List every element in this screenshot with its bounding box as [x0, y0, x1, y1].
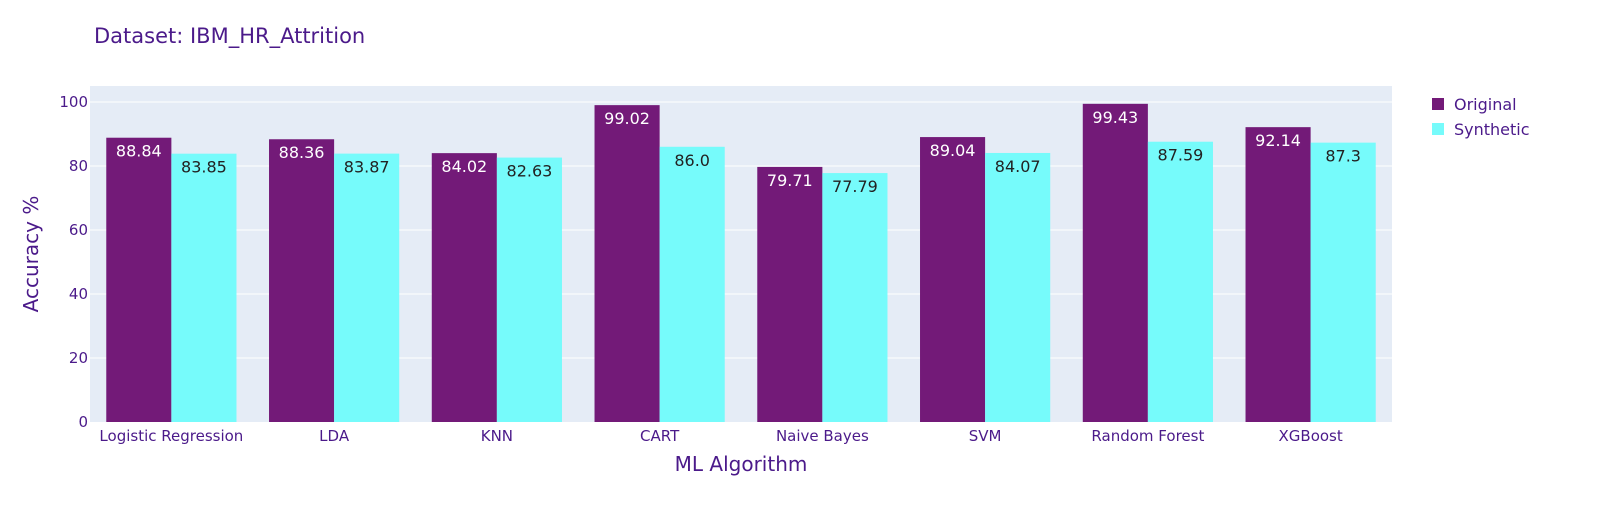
- bar-labels: 88.84 83.85 88.36 83.87 84.02 82.63 99.02 86.0 7…: [116, 108, 1361, 196]
- x-tick-label: XGBoost: [1279, 427, 1343, 445]
- y-axis-ticks: 0 20 40 60 80 100: [59, 93, 88, 431]
- bars: [106, 103, 1376, 423]
- bar-synthetic: [171, 153, 237, 422]
- legend-swatch-synthetic: [1432, 123, 1444, 135]
- y-tick-label: 0: [78, 413, 88, 431]
- bar-value-label: 83.85: [181, 158, 227, 177]
- bar-original: [920, 137, 986, 422]
- bar-original: [106, 137, 172, 422]
- bar-synthetic: [659, 146, 725, 423]
- bar-original: [757, 166, 823, 422]
- x-tick-label: Logistic Regression: [99, 427, 243, 445]
- y-axis-title: Accuracy %: [19, 196, 43, 313]
- x-axis-title: ML Algorithm: [675, 452, 808, 476]
- y-tick-label: 40: [69, 285, 88, 303]
- bar-value-label: 79.71: [767, 171, 813, 190]
- bar-value-label: 99.43: [1092, 108, 1138, 127]
- bar-original: [1082, 103, 1148, 422]
- bar-original: [594, 105, 660, 423]
- x-tick-label: SVM: [969, 427, 1002, 445]
- bar-synthetic: [822, 173, 888, 422]
- bar-value-label: 84.02: [441, 157, 487, 176]
- legend: Original Synthetic: [1432, 95, 1530, 139]
- bar-synthetic: [1147, 141, 1213, 422]
- x-tick-label: LDA: [319, 427, 350, 445]
- y-tick-label: 100: [59, 93, 88, 111]
- bar-original: [269, 139, 335, 423]
- bar-value-label: 82.63: [507, 162, 553, 181]
- bar-synthetic: [496, 157, 562, 423]
- bar-value-label: 83.87: [344, 158, 390, 177]
- x-tick-label: CART: [640, 427, 680, 445]
- bar-value-label: 92.14: [1255, 131, 1301, 150]
- bar-synthetic: [334, 153, 400, 422]
- bar-value-label: 88.84: [116, 142, 162, 161]
- bar-synthetic: [985, 152, 1051, 422]
- bar-value-label: 86.0: [674, 151, 710, 170]
- legend-label-synthetic: Synthetic: [1454, 120, 1530, 139]
- bar-original: [1245, 127, 1311, 422]
- y-tick-label: 60: [69, 221, 88, 239]
- chart-title: Dataset: IBM_HR_Attrition: [94, 24, 365, 49]
- bar-value-label: 88.36: [279, 143, 325, 162]
- x-tick-label: Naive Bayes: [776, 427, 869, 445]
- bar-original: [431, 153, 497, 423]
- bar-value-label: 77.79: [832, 177, 878, 196]
- y-tick-label: 80: [69, 157, 88, 175]
- bar-value-label: 99.02: [604, 109, 650, 128]
- bar-value-label: 89.04: [930, 141, 976, 160]
- bar-synthetic: [1310, 142, 1376, 422]
- x-tick-label: KNN: [481, 427, 513, 445]
- legend-swatch-original: [1432, 98, 1444, 110]
- x-tick-label: Random Forest: [1091, 427, 1204, 445]
- bar-value-label: 87.3: [1325, 147, 1361, 166]
- bar-value-label: 84.07: [995, 157, 1041, 176]
- y-tick-label: 20: [69, 349, 88, 367]
- legend-label-original: Original: [1454, 95, 1517, 114]
- bar-value-label: 87.59: [1158, 146, 1204, 165]
- x-axis-ticks: Logistic Regression LDA KNN CART Naive Bayes…: [99, 427, 1342, 445]
